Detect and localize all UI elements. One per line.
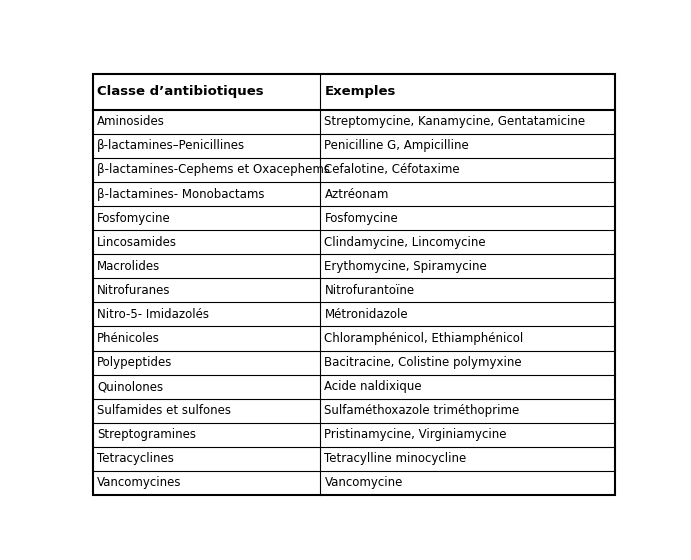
Text: Phénicoles: Phénicoles [97, 332, 160, 345]
Text: Aztréonam: Aztréonam [325, 188, 389, 200]
Text: Classe d’antibiotiques: Classe d’antibiotiques [97, 85, 264, 98]
Text: Streptomycine, Kanamycine, Gentatamicine: Streptomycine, Kanamycine, Gentatamicine [325, 115, 585, 128]
Text: Fosfomycine: Fosfomycine [325, 212, 398, 225]
Text: Tetracyclines: Tetracyclines [97, 452, 174, 465]
Text: Pristinamycine, Virginiamycine: Pristinamycine, Virginiamycine [325, 428, 507, 441]
Text: Tetracylline minocycline: Tetracylline minocycline [325, 452, 466, 465]
Text: Vancomycine: Vancomycine [325, 477, 403, 489]
Text: Nitrofurantoïne: Nitrofurantoïne [325, 284, 415, 297]
Text: Sulfamides et sulfones: Sulfamides et sulfones [97, 404, 231, 417]
Text: Aminosides: Aminosides [97, 115, 165, 128]
Text: Vancomycines: Vancomycines [97, 477, 182, 489]
Text: Streptogramines: Streptogramines [97, 428, 196, 441]
Text: Chloramphénicol, Ethiamphénicol: Chloramphénicol, Ethiamphénicol [325, 332, 524, 345]
Text: Sulfaméthoxazole triméthoprime: Sulfaméthoxazole triméthoprime [325, 404, 520, 417]
Text: β-lactamines–Penicillines: β-lactamines–Penicillines [97, 139, 245, 152]
Text: Erythomycine, Spiramycine: Erythomycine, Spiramycine [325, 260, 487, 273]
Text: β-lactamines-Cephems et Oxacephems: β-lactamines-Cephems et Oxacephems [97, 164, 330, 176]
Text: β-lactamines- Monobactams: β-lactamines- Monobactams [97, 188, 265, 200]
Text: Acide naldixique: Acide naldixique [325, 380, 422, 393]
Text: Exemples: Exemples [325, 85, 396, 98]
Text: Lincosamides: Lincosamides [97, 236, 177, 249]
Text: Cefalotine, Céfotaxime: Cefalotine, Céfotaxime [325, 164, 460, 176]
Text: Métronidazole: Métronidazole [325, 308, 408, 321]
Text: Nitrofuranes: Nitrofuranes [97, 284, 171, 297]
Text: Nitro-5- Imidazolés: Nitro-5- Imidazolés [97, 308, 209, 321]
Text: Penicilline G, Ampicilline: Penicilline G, Ampicilline [325, 139, 469, 152]
Text: Quinolones: Quinolones [97, 380, 163, 393]
Text: Fosfomycine: Fosfomycine [97, 212, 171, 225]
Text: Clindamycine, Lincomycine: Clindamycine, Lincomycine [325, 236, 486, 249]
Text: Polypeptides: Polypeptides [97, 356, 173, 369]
Text: Bacitracine, Colistine polymyxine: Bacitracine, Colistine polymyxine [325, 356, 522, 369]
Text: Macrolides: Macrolides [97, 260, 160, 273]
